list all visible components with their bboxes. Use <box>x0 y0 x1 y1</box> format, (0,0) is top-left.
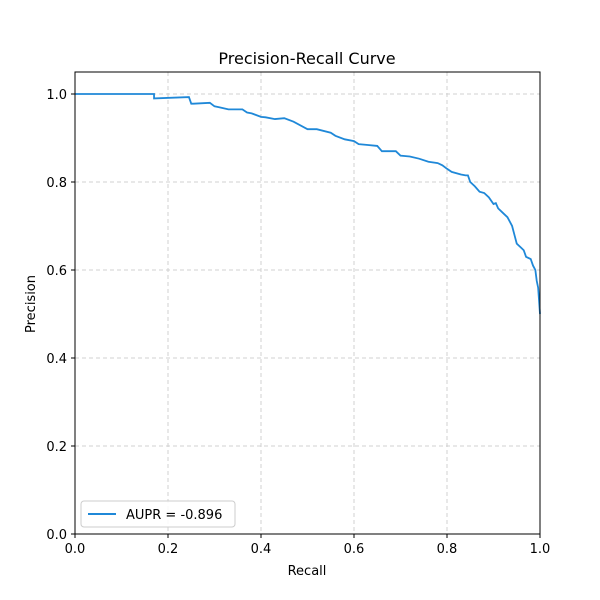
pr-curve-series-line <box>75 93 541 315</box>
plot-area <box>74 71 541 535</box>
y-tick-label: 0.6 <box>46 264 67 279</box>
legend: AUPR = -0.896 <box>80 500 236 528</box>
x-tick-label: 0.0 <box>65 542 86 557</box>
x-tick-label: 0.8 <box>437 542 458 557</box>
x-tick-label: 0.2 <box>158 542 179 557</box>
y-ticks: 0.0 0.2 0.4 0.6 0.8 1.0 <box>46 88 75 543</box>
y-tick-label: 0.0 <box>46 528 67 543</box>
x-ticks: 0.0 0.2 0.4 0.6 0.8 1.0 <box>65 534 551 557</box>
x-axis-label: Recall <box>288 564 327 579</box>
chart-title: Precision-Recall Curve <box>218 49 395 68</box>
y-tick-label: 0.8 <box>46 176 67 191</box>
y-tick-label: 0.4 <box>46 352 67 367</box>
legend-label: AUPR = -0.896 <box>126 508 222 523</box>
legend-box <box>80 500 236 528</box>
y-tick-label: 0.2 <box>46 440 67 455</box>
axes-frame <box>74 71 541 535</box>
x-tick-label: 0.4 <box>251 542 272 557</box>
x-tick-label: 1.0 <box>530 542 551 557</box>
y-tick-label: 1.0 <box>46 88 67 103</box>
x-tick-label: 0.6 <box>344 542 365 557</box>
y-axis-label: Precision <box>24 275 39 333</box>
